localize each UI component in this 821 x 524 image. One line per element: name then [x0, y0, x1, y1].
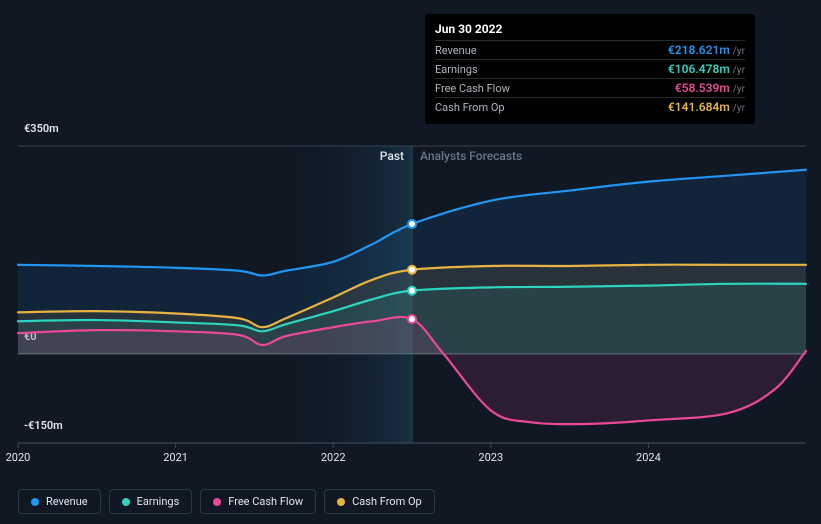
legend-dot	[31, 498, 39, 506]
xaxis-label: 2023	[478, 451, 503, 464]
legend-item-earnings[interactable]: Earnings	[109, 489, 193, 514]
tooltip-row-value: €141.684m	[668, 100, 730, 114]
tooltip-row: Earnings €106.478m/yr	[435, 59, 745, 78]
past-label: Past	[380, 149, 404, 163]
tooltip-row: Revenue €218.621m/yr	[435, 40, 745, 59]
tooltip-row: Cash From Op €141.684m/yr	[435, 97, 745, 116]
legend-item-free_cash_flow[interactable]: Free Cash Flow	[200, 489, 316, 514]
tooltip-row-label: Free Cash Flow	[435, 82, 510, 95]
tooltip-row-unit: /yr	[733, 103, 745, 114]
chart-legend: Revenue Earnings Free Cash Flow Cash From O…	[18, 489, 435, 514]
yaxis-label: €350m	[24, 122, 59, 135]
tooltip-row-value: €106.478m	[668, 62, 730, 76]
xaxis-label: 2024	[636, 451, 661, 464]
tooltip-row-unit: /yr	[733, 65, 745, 76]
tooltip-date: Jun 30 2022	[435, 22, 745, 36]
tooltip-row-unit: /yr	[733, 84, 745, 95]
yaxis-label: -€150m	[24, 419, 63, 432]
legend-item-revenue[interactable]: Revenue	[18, 489, 101, 514]
tooltip-row-unit: /yr	[733, 46, 745, 57]
legend-dot	[213, 498, 221, 506]
xaxis-label: 2021	[163, 451, 188, 464]
series-marker	[408, 266, 416, 274]
legend-label: Earnings	[137, 495, 180, 508]
legend-label: Cash From Op	[352, 495, 422, 508]
tooltip-row: Free Cash Flow €58.539m/yr	[435, 78, 745, 97]
legend-label: Revenue	[46, 495, 88, 508]
forecast-label: Analysts Forecasts	[420, 149, 522, 163]
chart-tooltip: Jun 30 2022 Revenue €218.621m/yr Earnings €…	[425, 14, 755, 124]
series-marker	[408, 315, 416, 323]
series-marker	[408, 287, 416, 295]
tooltip-row-label: Cash From Op	[435, 101, 505, 114]
tooltip-row-value: €218.621m	[668, 43, 730, 57]
legend-dot	[337, 498, 345, 506]
xaxis-label: 2022	[321, 451, 346, 464]
xaxis-label: 2020	[6, 451, 31, 464]
tooltip-row-label: Revenue	[435, 44, 477, 57]
series-marker	[408, 220, 416, 228]
tooltip-row-label: Earnings	[435, 63, 478, 76]
legend-label: Free Cash Flow	[228, 495, 303, 508]
legend-dot	[122, 498, 130, 506]
tooltip-row-value: €58.539m	[675, 81, 730, 95]
legend-item-cash_from_op[interactable]: Cash From Op	[324, 489, 435, 514]
